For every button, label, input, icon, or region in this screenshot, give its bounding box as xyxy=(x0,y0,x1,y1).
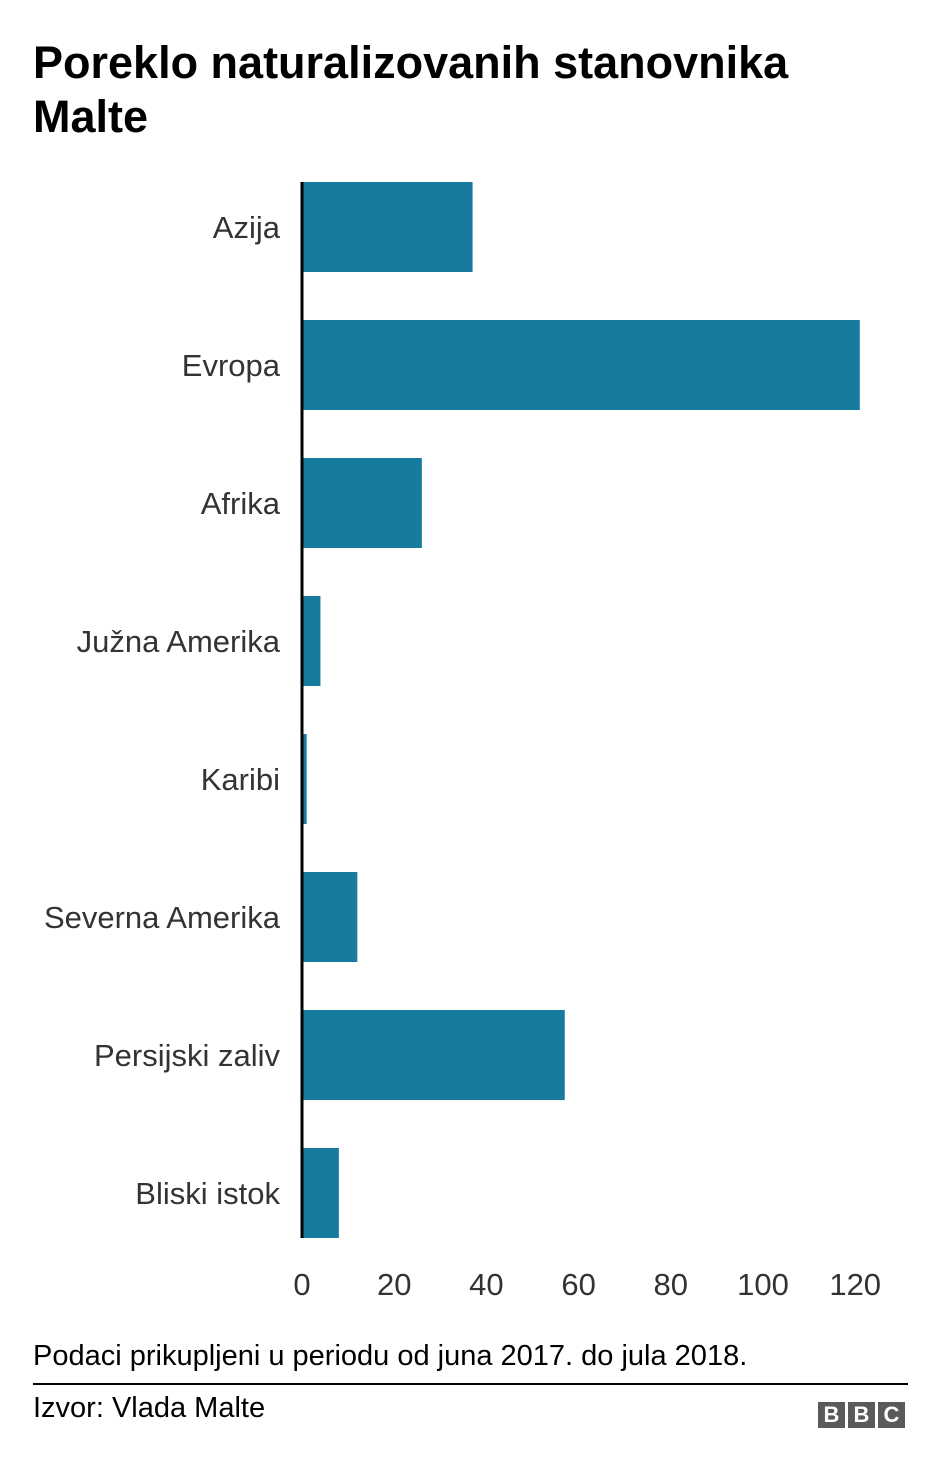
bar-1 xyxy=(302,320,860,410)
footnote: Podaci prikupljeni u periodu od juna 201… xyxy=(33,1340,748,1372)
category-label: Azija xyxy=(213,210,281,245)
bar-4 xyxy=(302,734,307,824)
category-label: Karibi xyxy=(201,762,280,797)
bar-chart: Azija Evropa Afrika Južna Amerika Karibi Seve… xyxy=(44,182,881,1302)
logo-letter-b1: B xyxy=(818,1402,845,1428)
x-tick-label: 100 xyxy=(737,1267,789,1302)
bar-6 xyxy=(302,1010,565,1100)
category-label: Bliski istok xyxy=(135,1176,280,1211)
category-label: Severna Amerika xyxy=(44,900,281,935)
logo-letter-b2: B xyxy=(848,1402,875,1428)
x-tick-label: 80 xyxy=(654,1267,688,1302)
bar-3 xyxy=(302,596,321,686)
category-label: Persijski zaliv xyxy=(94,1038,281,1073)
bar-7 xyxy=(302,1148,339,1238)
x-tick-label: 120 xyxy=(829,1267,881,1302)
bbc-logo: B B C xyxy=(818,1402,905,1428)
bar-5 xyxy=(302,872,358,962)
x-tick-label: 40 xyxy=(469,1267,503,1302)
chart-title: Poreklo naturalizovanih stanovnika Malte xyxy=(33,37,789,142)
category-label: Južna Amerika xyxy=(77,624,281,659)
x-tick-label: 60 xyxy=(561,1267,595,1302)
category-label: Afrika xyxy=(201,486,281,521)
x-tick-label: 20 xyxy=(377,1267,411,1302)
source-text: Izvor: Vlada Malte xyxy=(33,1392,266,1424)
bars-group xyxy=(302,182,860,1238)
bar-0 xyxy=(302,182,473,272)
tick-labels: 0 20 40 60 80 100 120 xyxy=(293,1267,881,1302)
bar-2 xyxy=(302,458,422,548)
category-label: Evropa xyxy=(182,348,281,383)
category-labels: Azija Evropa Afrika Južna Amerika Karibi Seve… xyxy=(44,210,281,1211)
logo-letter-c: C xyxy=(878,1402,905,1428)
footer-divider xyxy=(33,1383,908,1385)
x-tick-label: 0 xyxy=(293,1267,310,1302)
